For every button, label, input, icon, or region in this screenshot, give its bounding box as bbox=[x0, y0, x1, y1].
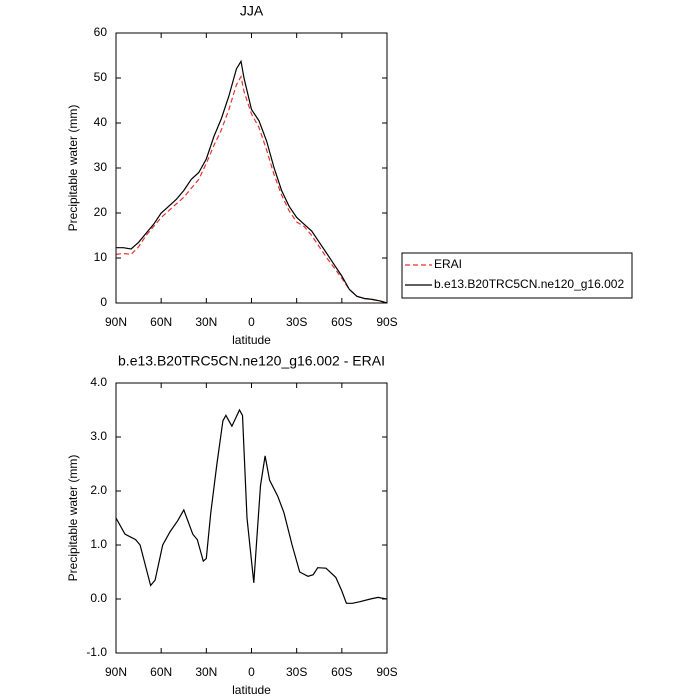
x-tick-label: 90N bbox=[105, 315, 127, 329]
legend-label: b.e13.B20TRC5CN.ne120_g16.002 bbox=[434, 277, 624, 291]
x-tick-label: 90S bbox=[376, 315, 397, 329]
y-tick-label: 10 bbox=[94, 250, 108, 264]
y-tick-label: 30 bbox=[94, 160, 108, 174]
plot-frame bbox=[115, 382, 388, 654]
y-tick-label: 4.0 bbox=[90, 375, 107, 389]
x-tick-label: 90S bbox=[376, 665, 397, 679]
x-tick-label: 90N bbox=[105, 665, 127, 679]
y-tick-label: 1.0 bbox=[90, 537, 107, 551]
x-tick-label: 60S bbox=[331, 665, 352, 679]
y-tick-label: 3.0 bbox=[90, 429, 107, 443]
y-axis-label: Precipitable water (mm) bbox=[66, 105, 80, 232]
y-tick-label: 60 bbox=[94, 25, 108, 39]
y-tick-label: 40 bbox=[94, 115, 108, 129]
y-tick-label: 2.0 bbox=[90, 483, 107, 497]
chart-title: b.e13.B20TRC5CN.ne120_g16.002 - ERAI bbox=[118, 353, 385, 369]
y-tick-label: 20 bbox=[94, 205, 108, 219]
data-line bbox=[115, 75, 388, 304]
x-tick-label: 0 bbox=[248, 665, 255, 679]
x-axis-label: latitude bbox=[232, 333, 271, 347]
x-tick-label: 30S bbox=[286, 315, 307, 329]
y-tick-label: 50 bbox=[94, 70, 108, 84]
x-tick-label: 30S bbox=[286, 665, 307, 679]
x-tick-label: 60N bbox=[150, 315, 172, 329]
data-line bbox=[115, 408, 388, 604]
data-line bbox=[116, 59, 388, 304]
y-tick-label: 0.0 bbox=[90, 591, 107, 605]
x-tick-label: 0 bbox=[248, 315, 255, 329]
y-tick-label: 0 bbox=[100, 295, 107, 309]
plot-frame bbox=[115, 32, 388, 304]
chart-title: JJA bbox=[240, 3, 264, 19]
x-tick-label: 30N bbox=[195, 315, 217, 329]
x-tick-label: 60N bbox=[150, 665, 172, 679]
x-tick-label: 60S bbox=[331, 315, 352, 329]
x-axis-label: latitude bbox=[232, 683, 271, 697]
x-tick-label: 30N bbox=[195, 665, 217, 679]
y-tick-label: -1.0 bbox=[86, 645, 107, 659]
legend-box bbox=[401, 252, 633, 299]
legend-label: ERAI bbox=[434, 257, 462, 271]
y-axis-label: Precipitable water (mm) bbox=[66, 455, 80, 582]
